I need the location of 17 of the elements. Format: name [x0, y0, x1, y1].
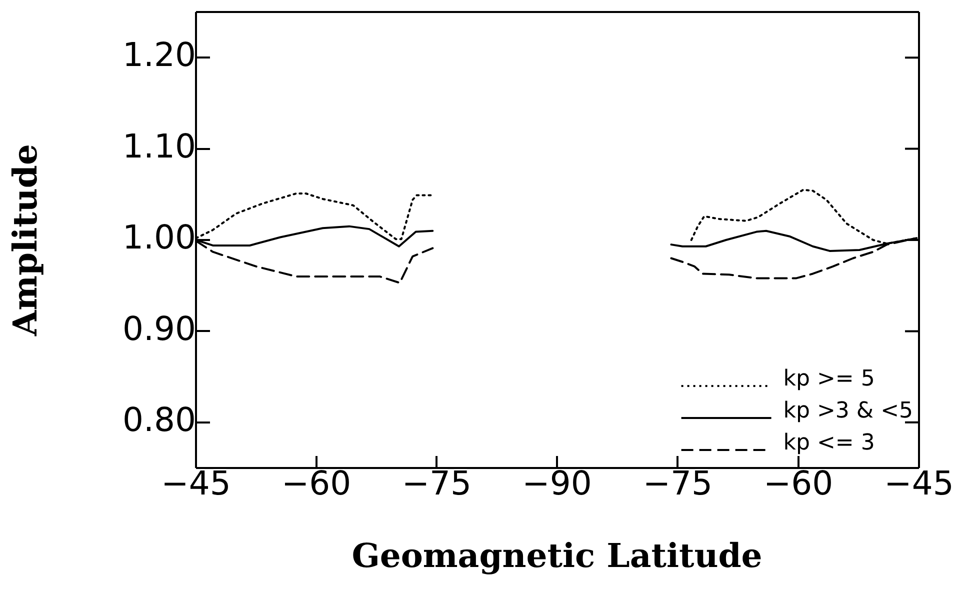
x-tick-label: −45 — [884, 463, 954, 502]
y-tick-label: 1.20 — [122, 35, 196, 74]
y-tick-label: 1.00 — [122, 218, 196, 257]
y-tick-label: 0.80 — [122, 400, 196, 439]
legend-label: kp >= 5 — [783, 366, 875, 392]
y-axis-title: Amplitude — [5, 144, 44, 337]
legend-label: kp <= 3 — [783, 430, 875, 456]
x-tick-label: −60 — [764, 463, 834, 502]
x-tick-label: −75 — [642, 463, 712, 502]
y-tick-label: 1.10 — [122, 126, 196, 166]
x-tick-label: −60 — [282, 463, 352, 502]
x-tick-label: −75 — [402, 463, 472, 502]
x-tick-label: −45 — [161, 463, 231, 502]
y-tick-label: 0.90 — [122, 308, 196, 348]
x-axis-title: Geomagnetic Latitude — [350, 536, 764, 575]
x-tick-label: −90 — [522, 463, 592, 502]
legend-label: kp >3 & <5 — [783, 398, 913, 424]
